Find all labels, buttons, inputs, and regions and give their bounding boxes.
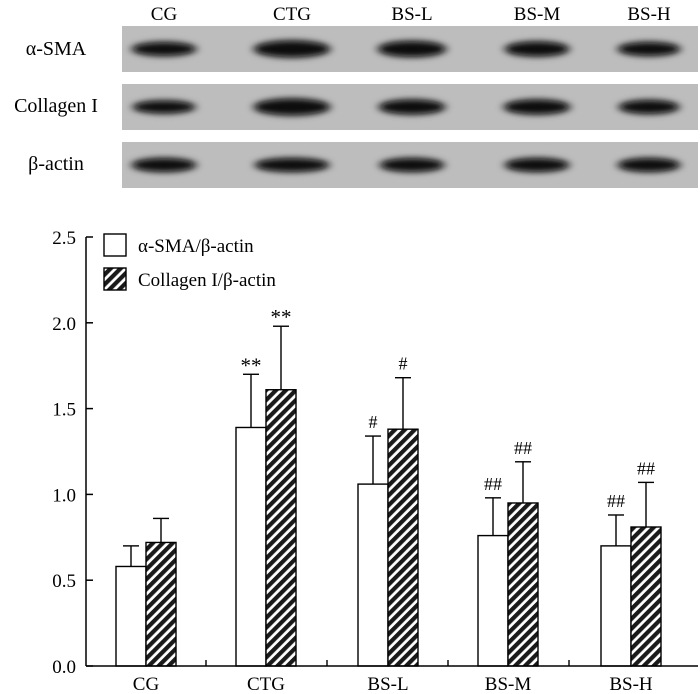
significance-marker: ## <box>637 458 655 478</box>
blot-band <box>381 100 443 114</box>
legend-label: Collagen I/β-actin <box>138 270 276 291</box>
blot-band <box>380 42 444 56</box>
error-bar <box>273 325 289 390</box>
error-bar <box>608 514 624 546</box>
bar-alpha-sma <box>115 565 147 667</box>
blot-band <box>507 42 567 56</box>
axes: 0.0 0.5 1.0 1.5 2.0 2.5 CG CTG BS-L BS-M BS-H <box>52 228 698 694</box>
western-blot-panel: CG CTG BS-L BS-M BS-H α-SMA Collagen I β-actin <box>14 4 698 188</box>
blot-row-label: α-SMA <box>26 38 87 60</box>
blot-row-label: Collagen I <box>14 95 98 117</box>
bar-collagen-i <box>630 526 662 667</box>
bar-alpha-sma <box>477 534 509 667</box>
blot-band <box>134 43 194 55</box>
y-tick-label: 0.5 <box>52 571 76 592</box>
x-tick-label: BS-M <box>485 674 532 694</box>
significance-marker: # <box>399 354 408 374</box>
y-tick-label: 0.0 <box>52 657 76 678</box>
error-bars <box>123 325 654 567</box>
blot-lane-label: CG <box>151 4 178 25</box>
blot-band <box>134 159 194 171</box>
blot-band <box>256 99 328 115</box>
significance-marker: ## <box>607 491 625 511</box>
error-bar <box>365 435 381 485</box>
bar-collagen-i <box>387 428 419 667</box>
x-tick-label: BS-L <box>367 674 408 694</box>
error-bar <box>395 377 411 430</box>
y-tick-label: 1.0 <box>52 485 76 506</box>
legend-label: α-SMA/β-actin <box>138 236 254 257</box>
legend-item: Collagen I/β-actin <box>103 267 276 291</box>
blot-band <box>257 159 327 171</box>
error-bar <box>123 545 139 567</box>
blot-rows: α-SMA Collagen I β-actin <box>14 26 698 188</box>
blot-lane-label: BS-H <box>627 4 671 25</box>
significance-annotations: **#####**##### <box>241 305 656 511</box>
error-bar <box>153 517 169 543</box>
y-tick-label: 1.5 <box>52 400 76 421</box>
significance-marker: ## <box>484 474 502 494</box>
blot-lane-labels: CG CTG BS-L BS-M BS-H <box>151 4 671 25</box>
significance-marker: # <box>369 412 378 432</box>
blot-band <box>620 159 678 171</box>
blot-band <box>620 43 678 55</box>
significance-marker: ** <box>271 305 292 329</box>
blot-lane-label: BS-M <box>514 4 561 25</box>
bar-collagen-i <box>145 541 177 667</box>
bar-chart: **#####**##### 0.00.51.01.52.02.5CG CTG BS… <box>52 228 698 694</box>
y-tick-label: 2.5 <box>52 228 76 249</box>
blot-band <box>135 101 193 113</box>
error-bar <box>485 497 501 536</box>
blot-band <box>382 159 442 171</box>
blot-row: Collagen I <box>14 84 698 130</box>
bar-alpha-sma <box>600 545 632 667</box>
legend: α-SMA/β-actin Collagen I/β-actin <box>103 233 276 291</box>
error-bar <box>243 373 259 428</box>
legend-swatch <box>103 267 127 291</box>
blot-row: α-SMA <box>26 26 698 72</box>
y-tick-label: 2.0 <box>52 314 76 335</box>
legend-item: α-SMA/β-actin <box>103 233 254 257</box>
blot-row-label: β-actin <box>28 153 84 175</box>
error-bar <box>515 461 531 503</box>
bar-collagen-i <box>507 502 539 667</box>
significance-marker: ** <box>241 353 262 377</box>
blot-lane-label: BS-L <box>391 4 432 25</box>
error-bar <box>638 481 654 528</box>
blot-band <box>507 159 567 171</box>
x-tick-label: CG <box>133 674 160 694</box>
legend-swatch <box>103 233 127 257</box>
blot-band <box>506 100 568 114</box>
x-tick-label: CTG <box>247 674 285 694</box>
blot-row: β-actin <box>28 142 698 188</box>
bar-collagen-i <box>265 389 297 667</box>
x-tick-label: BS-H <box>609 674 653 694</box>
blot-lane-label: CTG <box>273 4 311 25</box>
bar-alpha-sma <box>357 483 389 667</box>
blot-band <box>621 101 677 113</box>
blot-band <box>256 41 328 57</box>
bars <box>115 389 662 667</box>
bar-alpha-sma <box>235 426 267 667</box>
significance-marker: ## <box>514 438 532 458</box>
